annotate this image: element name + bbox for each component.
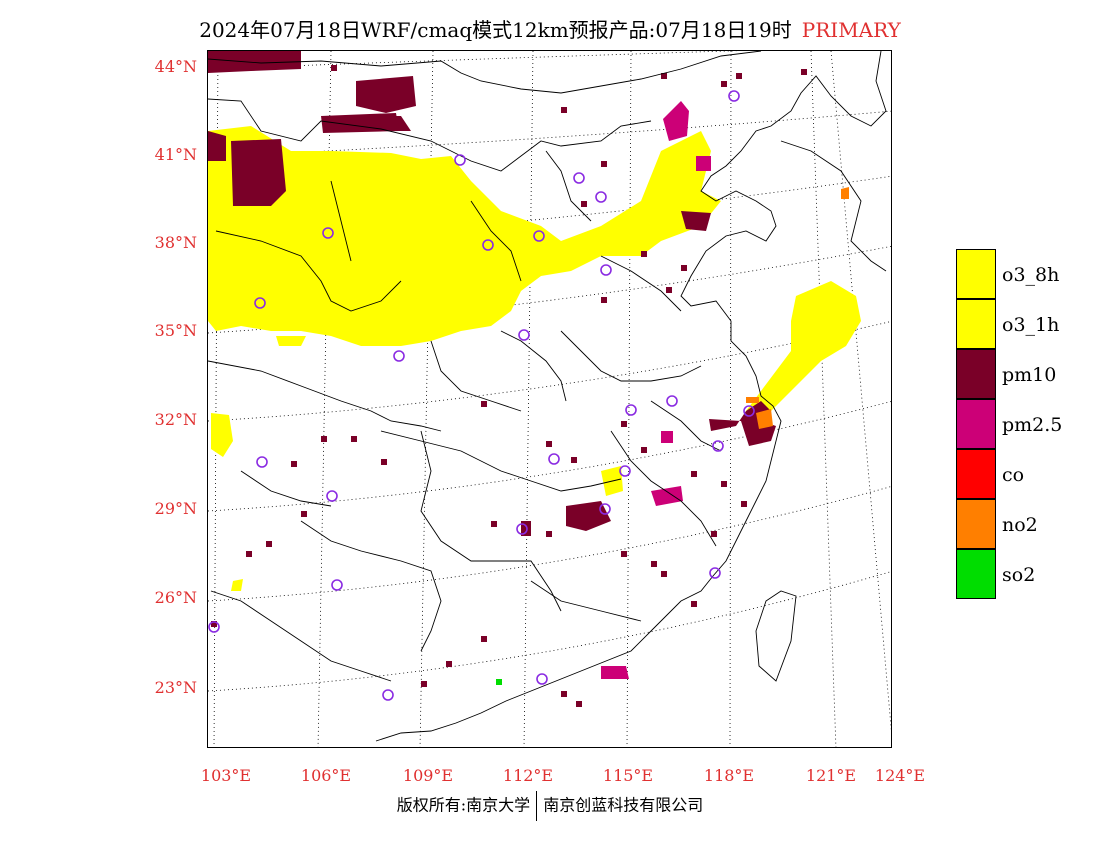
legend-swatch <box>956 249 996 299</box>
legend-label: no2 <box>1002 514 1038 536</box>
legend-label: pm2.5 <box>1002 414 1063 436</box>
lon-label-112: 112°E <box>502 766 554 785</box>
lat-label-23: 23°N <box>154 678 197 697</box>
lon-label-103: 103°E <box>200 766 252 785</box>
lat-label-35: 35°N <box>154 321 197 340</box>
lon-label-118: 118°E <box>703 766 755 785</box>
lat-label-38: 38°N <box>154 233 197 252</box>
footer-separator <box>536 791 538 821</box>
legend-label: co <box>1002 464 1025 486</box>
lon-label-109: 109°E <box>402 766 454 785</box>
lat-label-26: 26°N <box>154 588 197 607</box>
o3-areas <box>208 126 861 591</box>
lat-label-32: 32°N <box>154 410 197 429</box>
legend-swatch <box>956 349 996 399</box>
legend-label: o3_8h <box>1002 264 1060 286</box>
lon-label-121: 121°E <box>805 766 857 785</box>
lat-label-44: 44°N <box>154 57 197 76</box>
legend-swatch <box>956 549 996 599</box>
station-markers <box>208 90 755 701</box>
so2-area <box>496 679 502 685</box>
boundaries <box>208 51 887 742</box>
lon-label-106: 106°E <box>300 766 352 785</box>
legend-swatch <box>956 299 996 349</box>
legend-label: o3_1h <box>1002 314 1060 336</box>
scatter-pixels <box>211 65 807 707</box>
map-title: 2024年07月18日WRF/cmaq模式12km预报产品:07月18日19时 P… <box>0 14 1100 43</box>
map-canvas <box>208 51 891 747</box>
lat-label-41: 41°N <box>154 145 197 164</box>
footer-left: 版权所有:南京大学 <box>396 795 531 815</box>
lon-label-115: 115°E <box>602 766 654 785</box>
lat-label-29: 29°N <box>154 499 197 518</box>
pm25-areas <box>601 101 711 679</box>
legend-label: so2 <box>1002 564 1036 586</box>
title-tag: PRIMARY <box>801 18 901 42</box>
no2-areas <box>746 187 849 429</box>
legend-swatch <box>956 499 996 549</box>
footer-right: 南京创蓝科技有限公司 <box>543 795 704 815</box>
legend-label: pm10 <box>1002 364 1057 386</box>
copyright-footer: 版权所有:南京大学 南京创蓝科技有限公司 <box>0 791 1100 821</box>
lon-label-124: 124°E <box>874 766 926 785</box>
pm10-areas <box>208 51 776 536</box>
map-frame <box>207 50 892 748</box>
legend-swatch <box>956 449 996 499</box>
legend-swatch <box>956 399 996 449</box>
title-main: 2024年07月18日WRF/cmaq模式12km预报产品:07月18日19时 <box>199 18 792 42</box>
